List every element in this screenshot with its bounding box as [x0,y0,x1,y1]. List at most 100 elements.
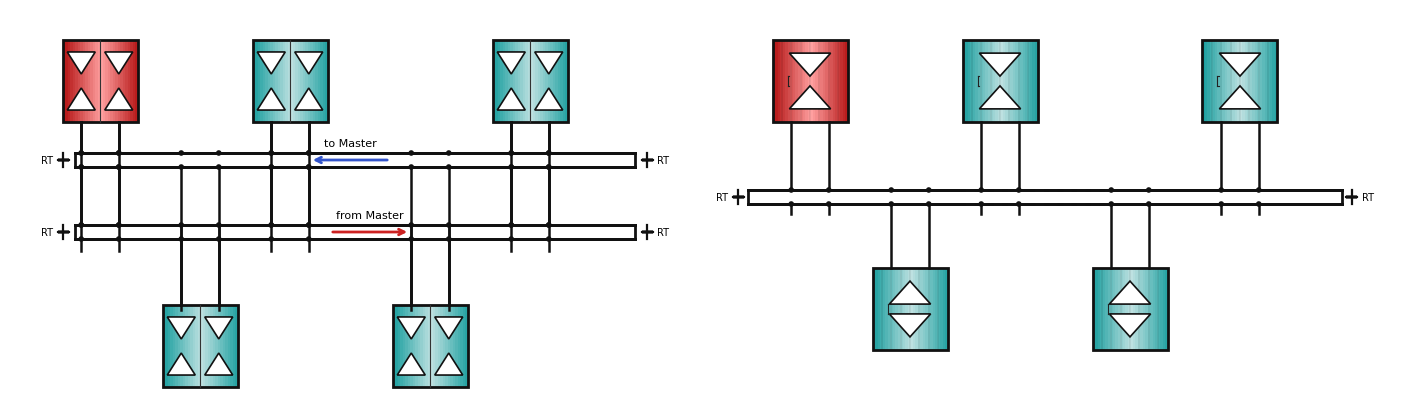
Bar [63,41,66,123]
Polygon shape [434,317,463,339]
Bar [1262,41,1265,123]
Circle shape [446,151,451,156]
Bar [183,305,186,387]
Bar [270,41,273,123]
Bar [910,269,912,350]
Bar [67,41,70,123]
Bar [1130,269,1132,350]
Bar [1165,269,1168,350]
Bar [453,305,456,387]
Circle shape [306,223,311,228]
Circle shape [978,188,984,193]
Bar [403,305,406,387]
Bar [803,41,805,123]
Bar [1210,41,1212,123]
Bar [103,41,106,123]
Circle shape [1257,202,1261,207]
Bar [206,305,208,387]
Bar [1032,41,1035,123]
Bar [260,41,263,123]
Bar [207,305,210,387]
Bar [1008,41,1011,123]
Bar [1268,41,1271,123]
Polygon shape [204,317,233,339]
Bar [1265,41,1268,123]
Circle shape [508,165,514,171]
Circle shape [408,151,414,156]
Bar [990,41,992,123]
Bar [1035,41,1038,123]
Bar [413,305,416,387]
Bar [466,305,468,387]
Bar [497,41,500,123]
Bar [463,305,466,387]
Bar [922,269,925,350]
Bar [406,305,408,387]
Bar [877,269,881,350]
Circle shape [79,223,84,228]
Bar [77,41,80,123]
Bar [1202,41,1278,123]
Bar [1108,269,1111,350]
Bar [500,41,503,123]
Bar [1138,269,1141,350]
Bar [1125,269,1128,350]
Text: RT: RT [715,192,728,202]
Bar [173,305,176,387]
Bar [1242,41,1245,123]
Bar [507,41,510,123]
Bar [1220,41,1222,123]
Bar [86,41,89,123]
Circle shape [268,237,274,242]
Bar [1105,269,1108,350]
Circle shape [116,151,121,156]
Bar [1238,41,1241,123]
Bar [1235,41,1238,123]
Bar [517,41,520,123]
Bar [795,41,798,123]
Bar [287,41,290,123]
Bar [898,269,901,350]
Circle shape [79,223,84,228]
Circle shape [408,223,414,228]
Bar [1148,269,1151,350]
Bar [1158,269,1161,350]
Bar [256,41,258,123]
Bar [1028,41,1031,123]
Bar [286,41,288,123]
Bar [1162,269,1165,350]
Text: RT: RT [1362,192,1374,202]
Bar [253,41,327,123]
Bar [810,41,813,123]
Circle shape [1145,188,1151,193]
Polygon shape [534,89,563,111]
Bar [1232,41,1235,123]
Bar [988,41,991,123]
Bar [1030,41,1032,123]
Bar [1020,41,1022,123]
Bar [300,41,303,123]
Bar [533,41,536,123]
Bar [1248,41,1251,123]
Bar [276,41,278,123]
Polygon shape [790,54,831,77]
Bar [220,305,223,387]
Circle shape [306,165,311,171]
Circle shape [216,165,221,171]
Bar [895,269,898,350]
Polygon shape [104,53,133,75]
Bar [1015,41,1018,123]
Bar [1275,41,1278,123]
Bar [892,269,895,350]
Bar [493,41,567,123]
Bar [1100,269,1102,350]
Circle shape [508,151,514,156]
Bar [133,41,136,123]
Bar [972,41,975,123]
Bar [565,41,568,123]
Bar [815,41,818,123]
Bar [840,41,843,123]
Bar [450,305,453,387]
Bar [1250,41,1252,123]
Bar [1218,41,1221,123]
